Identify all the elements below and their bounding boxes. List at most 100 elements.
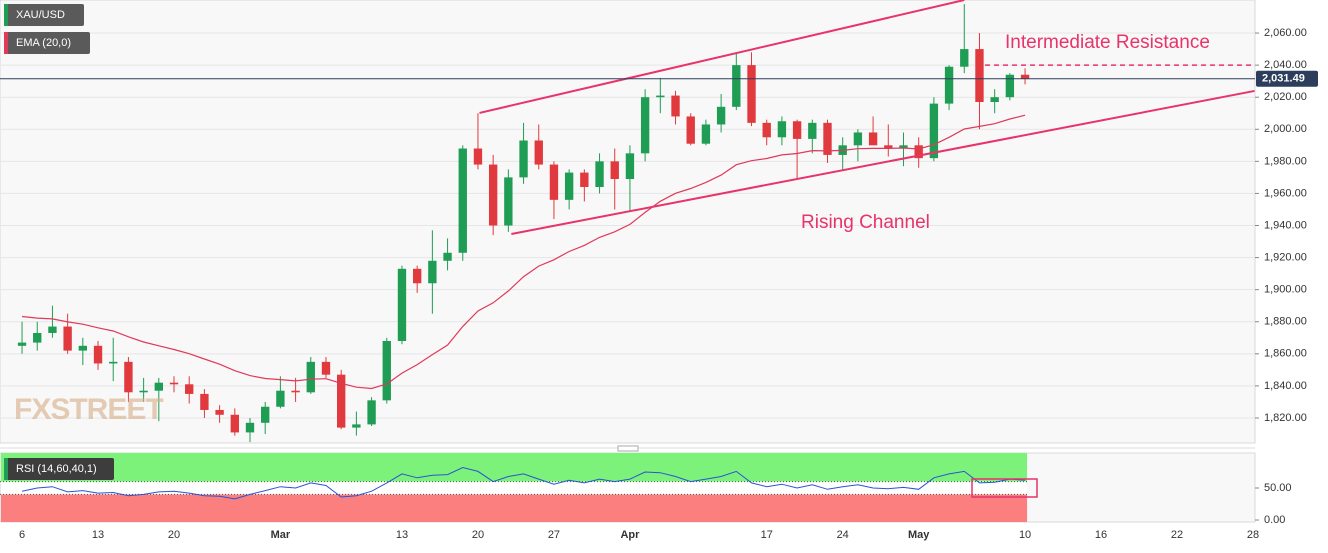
candle-body — [777, 121, 787, 138]
candle-body — [33, 332, 42, 343]
legend-label: XAU/USD — [16, 9, 65, 21]
candle-body — [610, 161, 619, 179]
candle-body — [1020, 74, 1030, 79]
candle-body — [48, 326, 57, 333]
candle-body — [640, 97, 650, 154]
candle-body — [929, 103, 939, 159]
candle-body — [185, 384, 194, 394]
legend-swatch — [4, 458, 8, 480]
rsi-line — [21, 466, 1026, 500]
rsi-neutral-zone — [1, 481, 1028, 495]
x-tick-label: 20 — [168, 529, 180, 541]
candle-body — [428, 260, 437, 284]
candle-body — [291, 390, 300, 393]
candle-body — [321, 361, 331, 375]
candle-body — [671, 95, 680, 117]
candle-body — [975, 49, 984, 103]
candle-body — [488, 164, 498, 226]
resistance-label: Intermediate Resistance — [1005, 32, 1210, 53]
candle-body — [78, 345, 88, 351]
candle-body — [823, 122, 832, 155]
candle-body — [109, 361, 118, 364]
rsi-highlight — [971, 478, 1038, 498]
candle-body — [564, 172, 574, 200]
candle-body — [580, 172, 589, 188]
x-tick-label: 24 — [837, 529, 849, 541]
candle-body — [625, 153, 635, 179]
candle-body — [124, 361, 133, 393]
candle-body — [534, 140, 543, 165]
legend-swatch — [4, 4, 8, 26]
y-tick-label: 1,880.00 — [1264, 316, 1307, 328]
candle-body — [276, 390, 285, 407]
y-tick-label: 1,980.00 — [1264, 155, 1307, 167]
candle-body — [458, 148, 467, 253]
candle-body — [519, 140, 528, 178]
legend-label: EMA (20,0) — [16, 37, 71, 49]
candle-body — [337, 374, 346, 428]
y-tick-label: 1,940.00 — [1264, 219, 1307, 231]
candle-body — [686, 116, 695, 144]
channel-line — [511, 89, 1255, 235]
candle-body — [230, 414, 239, 433]
candle-body — [306, 361, 315, 393]
candle-body — [200, 393, 209, 410]
channel-line — [479, 0, 965, 114]
y-tick-label: 1,960.00 — [1264, 187, 1307, 199]
x-tick-label: 13 — [92, 529, 104, 541]
candle-body — [382, 340, 391, 401]
candle-body — [397, 268, 407, 341]
candle-body — [549, 164, 559, 200]
legend-label: RSI (14,60,40,1) — [16, 463, 97, 475]
channel-label: Rising Channel — [801, 212, 930, 233]
panel-handle — [617, 445, 639, 452]
x-tick-label: Apr — [620, 529, 640, 541]
candle-body — [139, 390, 148, 393]
last-price-box — [1256, 70, 1318, 87]
x-tick-label: 20 — [472, 529, 484, 541]
candle-body — [853, 132, 863, 146]
legend-box — [4, 32, 90, 54]
candle-body — [701, 124, 711, 144]
candle-body — [595, 161, 604, 188]
watermark: FXSTREET — [14, 393, 163, 426]
y-tick-label: 1,920.00 — [1264, 251, 1307, 263]
legend-swatch — [4, 32, 8, 54]
candle-body — [367, 400, 376, 425]
candle-body — [245, 422, 255, 433]
candle-body — [716, 106, 726, 125]
y-tick-label: 2,060.00 — [1264, 27, 1307, 39]
candle-body — [473, 148, 483, 165]
candle-body — [443, 252, 452, 261]
x-tick-label: 13 — [396, 529, 408, 541]
ema-line — [21, 114, 1026, 390]
candle-body — [215, 409, 224, 415]
candle-body — [944, 66, 954, 104]
legend-box — [4, 4, 84, 26]
x-tick-label: 10 — [1019, 529, 1031, 541]
x-tick-label: 17 — [761, 529, 773, 541]
rsi-overbought-zone — [1, 453, 1028, 482]
candle-body — [412, 268, 422, 284]
x-tick-label: 28 — [1247, 529, 1259, 541]
candle-body — [17, 342, 27, 346]
y-tick-label: 1,900.00 — [1264, 284, 1307, 296]
x-tick-label: 16 — [1095, 529, 1107, 541]
x-tick-label: 22 — [1171, 529, 1183, 541]
candle-body — [169, 382, 179, 385]
candle-body — [899, 145, 908, 149]
legend-box — [4, 458, 114, 480]
y-tick-label: 1,840.00 — [1264, 380, 1307, 392]
candle-body — [762, 122, 771, 138]
main-plot-area — [0, 0, 1256, 444]
candle-body — [1005, 74, 1015, 98]
candle-body — [884, 145, 893, 149]
rsi-oversold-zone — [1, 494, 1028, 522]
candle-body — [352, 424, 361, 428]
candle-body — [792, 121, 802, 139]
x-tick-label: 6 — [19, 529, 25, 541]
x-tick-label: 27 — [548, 529, 560, 541]
candle-body — [808, 122, 817, 139]
x-tick-label: May — [908, 529, 930, 541]
